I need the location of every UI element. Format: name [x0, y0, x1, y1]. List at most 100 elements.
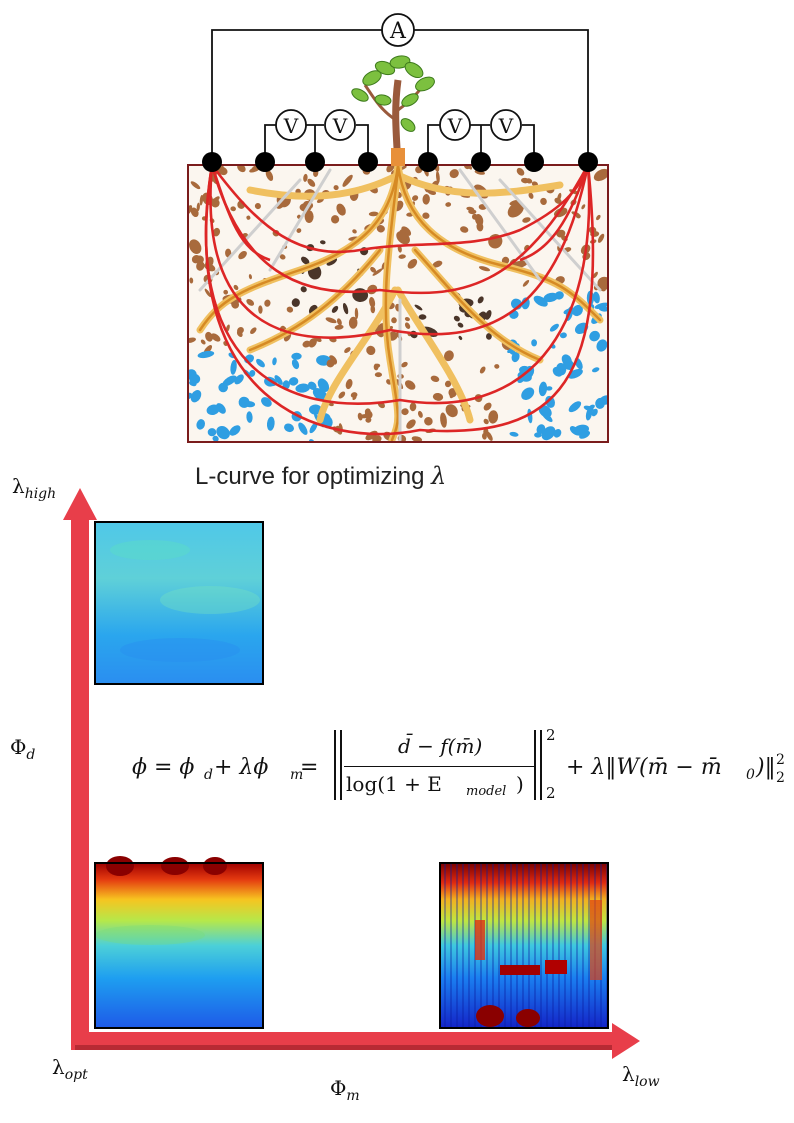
soil-pebble — [190, 181, 201, 190]
soil-pebble — [234, 374, 244, 385]
electrode — [471, 152, 491, 172]
electrodes — [202, 152, 598, 172]
soil-pebble — [288, 377, 299, 386]
soil-pebble — [485, 310, 492, 320]
phi-m-label: Φm — [330, 1076, 360, 1104]
soil-pebble — [286, 306, 294, 313]
soil-pebble — [204, 288, 212, 298]
soil-pebble — [372, 268, 383, 276]
soil-pebble — [196, 419, 206, 430]
soil-pebble — [485, 333, 492, 340]
soil-pebble — [594, 302, 608, 309]
panel-lambda-opt — [94, 856, 264, 1029]
phi-d-label: Φd — [10, 735, 36, 763]
soil-pebble — [308, 338, 317, 348]
soil-pebble — [404, 322, 411, 329]
soil-pebble — [237, 327, 244, 334]
soil-pebble — [370, 305, 376, 314]
soil-pebble — [369, 296, 376, 308]
soil-pebble — [430, 375, 440, 382]
soil-pebble — [303, 173, 308, 182]
soil-pebble — [440, 412, 447, 428]
soil-pebble — [296, 228, 302, 233]
soil-pebble — [246, 215, 251, 220]
soil-pebble — [196, 202, 200, 212]
soil-pebble — [223, 289, 229, 295]
soil-pebble — [370, 266, 377, 273]
soil-pebble — [405, 380, 416, 390]
soil-pebble — [422, 194, 430, 205]
soil-pebble — [331, 305, 339, 313]
soil-pebble — [334, 324, 344, 330]
soil-pebble — [342, 174, 353, 187]
soil-pebble — [401, 408, 409, 416]
soil-pebble — [200, 339, 206, 345]
soil-pebble — [373, 363, 379, 371]
soil-pebble — [595, 397, 606, 409]
soil-pebble — [477, 296, 484, 304]
soil-pebble — [189, 380, 197, 387]
soil-pebble — [298, 422, 308, 435]
soil-pebble — [486, 431, 493, 441]
soil-pebble — [325, 317, 337, 324]
soil-pebble — [197, 350, 215, 359]
soil-pebble — [559, 332, 567, 339]
soil-pebble — [333, 185, 339, 191]
soil-pebble — [545, 386, 553, 391]
soil-pebble — [543, 292, 559, 303]
norm-bar-left — [334, 730, 342, 800]
soil-pebble — [478, 266, 491, 272]
soil-pebble — [230, 206, 236, 212]
soil-pebble — [483, 402, 492, 411]
soil-pebble — [205, 331, 213, 342]
soil-pebble — [522, 279, 530, 287]
soil-pebble — [432, 392, 444, 401]
panel-lambda-low — [439, 862, 609, 1029]
soil-pebble — [597, 233, 605, 243]
soil-pebble — [376, 224, 385, 233]
soil-pebble — [396, 231, 410, 245]
soil-pebble — [399, 229, 406, 235]
soil-pebble — [264, 299, 271, 307]
soil-pebble — [300, 286, 307, 293]
soil-pebble — [533, 295, 548, 307]
soil-pebble — [357, 412, 363, 421]
soil-pebble — [494, 364, 500, 369]
soil-pebble — [521, 177, 529, 184]
soil-pebble — [449, 169, 459, 179]
soil-pebble — [196, 261, 205, 271]
soil-pebble — [233, 284, 239, 291]
soil-pebble — [417, 410, 423, 418]
soil-pebble — [368, 211, 379, 217]
svg-text:V: V — [332, 114, 348, 138]
svg-text:V: V — [283, 114, 299, 138]
soil-pebble — [352, 229, 357, 234]
soil-pebble — [354, 307, 359, 320]
soil-pebble — [521, 297, 530, 310]
soil-pebble — [261, 397, 272, 407]
soil-pebble — [522, 217, 531, 223]
svg-text:V: V — [498, 114, 514, 138]
soil-pebble — [274, 375, 283, 385]
soil-pebble — [407, 258, 418, 269]
soil-pebble — [528, 192, 534, 199]
soil-pebble — [249, 369, 256, 377]
soil-pebble — [458, 335, 463, 340]
soil-pebble — [309, 422, 318, 434]
soil-pebble — [592, 271, 598, 279]
soil-pebble — [596, 339, 608, 352]
soil-pebble — [250, 327, 257, 335]
soil-pebble — [471, 213, 478, 220]
soil-pebble — [424, 417, 433, 426]
soil-pebble — [352, 395, 357, 400]
voltmeter-icon: V — [275, 109, 307, 141]
soil-pebble — [453, 315, 460, 322]
electrode — [524, 152, 544, 172]
soil-pebble — [404, 317, 410, 322]
soil-pebble — [561, 354, 572, 366]
soil-pebble — [265, 169, 274, 181]
soil-pebble — [411, 436, 423, 442]
soil-pebble — [256, 358, 265, 368]
soil-pebble — [556, 362, 567, 376]
soil-pebble — [231, 300, 240, 309]
